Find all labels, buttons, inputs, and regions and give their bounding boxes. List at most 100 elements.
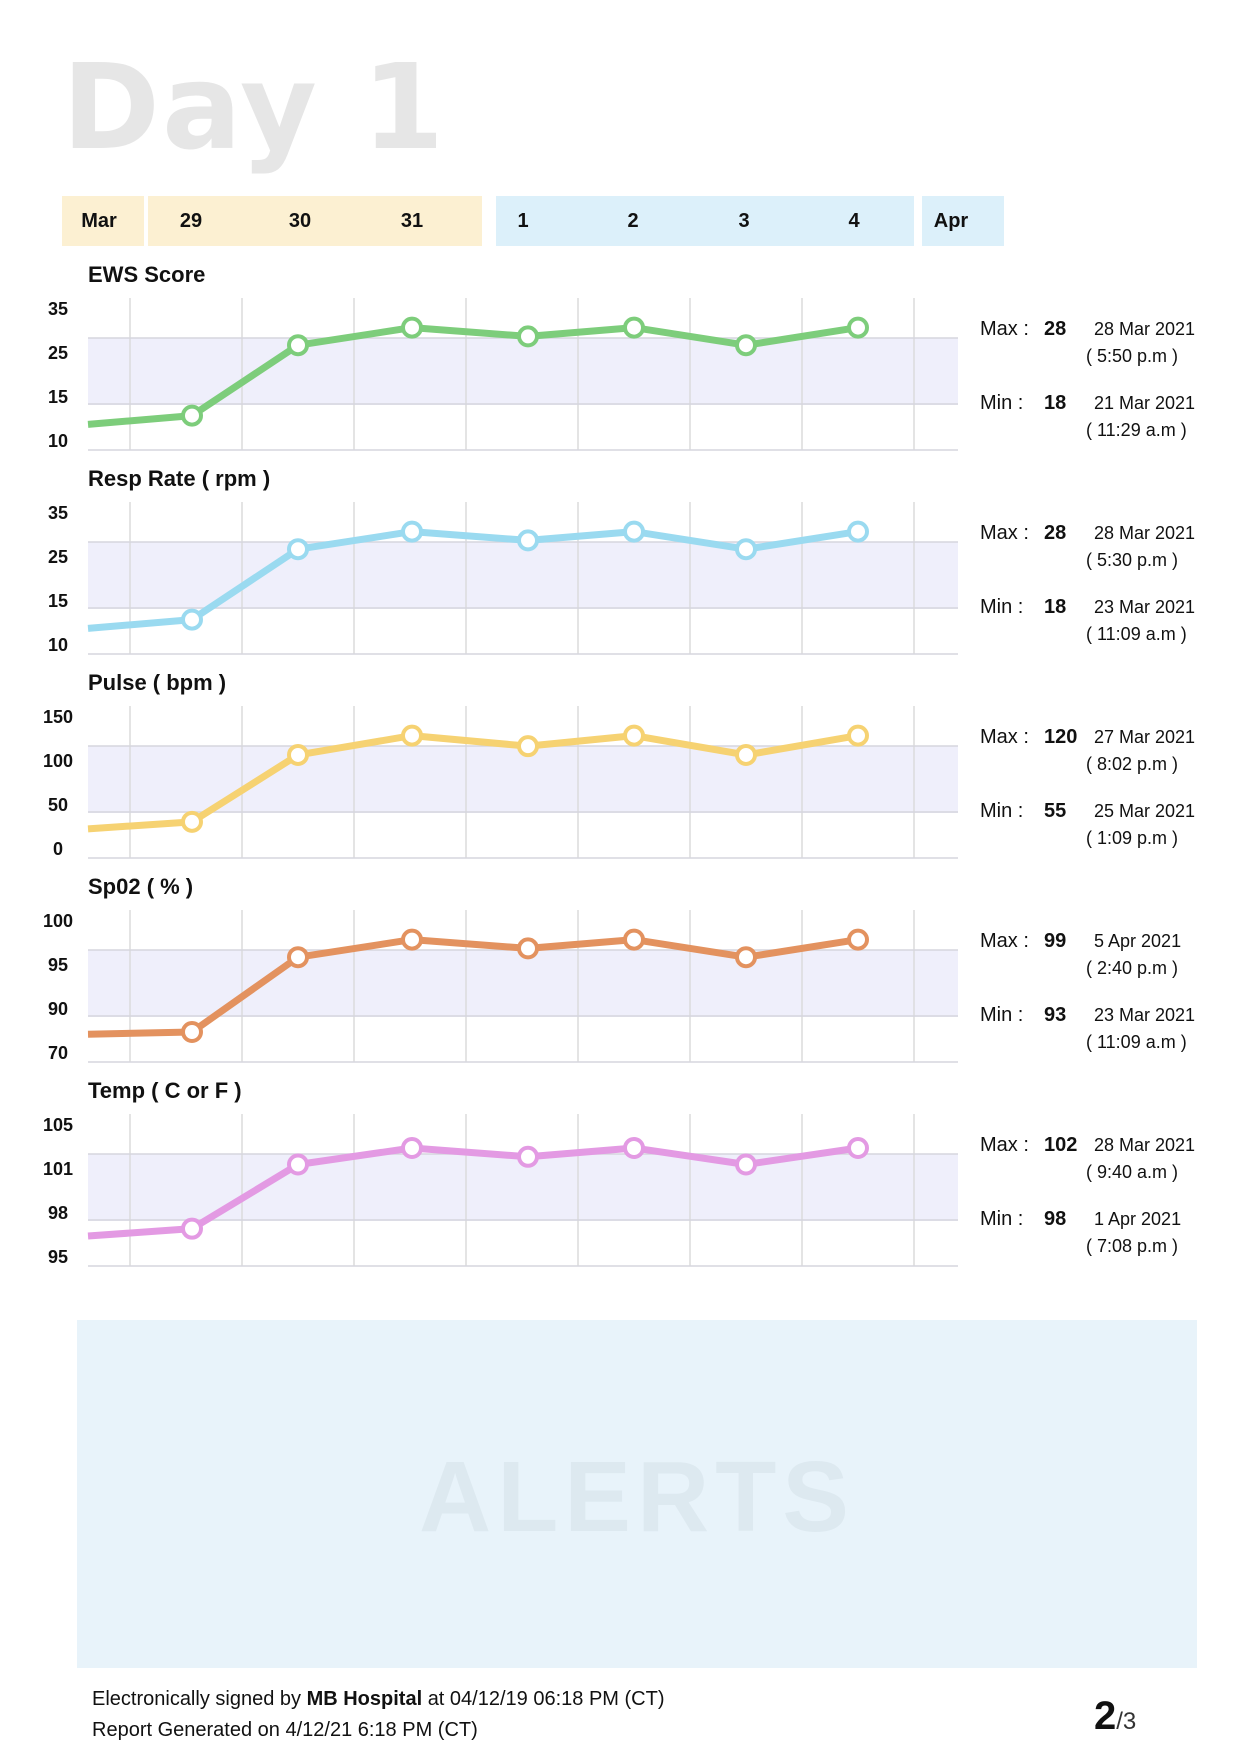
series-line xyxy=(87,936,859,1038)
chart-title: EWS Score xyxy=(88,262,206,287)
date-bar-start-month: Mar xyxy=(81,210,117,232)
max-time: ( 8:02 p.m ) xyxy=(1086,754,1179,774)
max-label: Max : xyxy=(980,1134,1029,1156)
max-value: 120 xyxy=(1044,726,1078,748)
min-stat: Min : 55 25 Mar 2021 ( 1:09 p.m ) xyxy=(980,800,1195,848)
data-point xyxy=(623,316,645,339)
data-point xyxy=(623,928,645,951)
signed-suffix: at 04/12/19 06:18 PM (CT) xyxy=(427,1688,665,1710)
max-label: Max : xyxy=(980,930,1029,952)
data-point xyxy=(181,810,203,833)
min-date: 23 Mar 2021 xyxy=(1094,1005,1196,1025)
max-date: 28 Mar 2021 xyxy=(1094,1135,1196,1155)
max-time: ( 5:30 p.m ) xyxy=(1086,550,1179,570)
max-stat: Max : 28 28 Mar 2021 ( 5:50 p.m ) xyxy=(980,318,1195,366)
data-point xyxy=(287,743,309,766)
data-point xyxy=(847,316,869,339)
normal-range-band xyxy=(88,338,958,405)
data-point xyxy=(401,1137,423,1159)
min-label: Min : xyxy=(980,1208,1024,1230)
chart-title: Pulse ( bpm ) xyxy=(88,670,227,695)
data-point xyxy=(401,724,423,747)
date-bar-march-label-bg xyxy=(62,196,144,246)
y-tick-label: 90 xyxy=(47,999,69,1019)
data-point xyxy=(181,608,203,631)
vital-chart-panel: Resp Rate ( rpm ) 35 25 15 10 Max : 28 28 Mar 2… xyxy=(0,466,1240,666)
data-point xyxy=(735,538,757,561)
date-bar-end-month: Apr xyxy=(933,210,969,232)
y-tick-label: 100 xyxy=(42,751,74,771)
y-tick-label: 10 xyxy=(47,431,69,451)
signed-by: MB Hospital xyxy=(306,1688,423,1710)
chart-title: Resp Rate ( rpm ) xyxy=(88,466,271,491)
report-generated: Report Generated on 4/12/21 6:18 PM (CT) xyxy=(92,1719,478,1741)
max-time: ( 9:40 a.m ) xyxy=(1086,1162,1179,1182)
min-date: 23 Mar 2021 xyxy=(1094,597,1196,617)
min-value: 98 xyxy=(1044,1208,1067,1230)
y-tick-label: 95 xyxy=(47,1247,69,1267)
min-time: ( 11:29 a.m ) xyxy=(1086,420,1187,440)
y-tick-label: 95 xyxy=(47,955,69,975)
data-point xyxy=(735,743,757,766)
line-chart xyxy=(87,298,958,451)
footer: Electronically signed by MB Hospital at … xyxy=(92,1684,664,1746)
min-value: 18 xyxy=(1044,596,1067,618)
min-label: Min : xyxy=(980,1004,1024,1026)
data-point xyxy=(517,1145,539,1168)
min-label: Min : xyxy=(980,392,1024,414)
y-tick-label: 0 xyxy=(52,839,63,859)
max-value: 102 xyxy=(1044,1134,1078,1156)
max-time: ( 2:40 p.m ) xyxy=(1086,958,1179,978)
y-tick-label: 25 xyxy=(47,547,69,567)
max-value: 99 xyxy=(1044,930,1067,952)
date-bar-march-days-bg xyxy=(148,196,482,246)
data-point xyxy=(623,724,645,747)
vital-chart-panel: Sp02 ( % ) 100 95 90 70 Max : 99 5 Apr 2021 ( 2:… xyxy=(0,874,1240,1074)
y-tick-label: 35 xyxy=(47,503,69,523)
normal-range-band xyxy=(88,746,958,813)
data-point xyxy=(623,1137,645,1159)
y-tick-label: 35 xyxy=(47,299,69,319)
data-point xyxy=(287,538,309,561)
min-value: 18 xyxy=(1044,392,1067,414)
data-point xyxy=(623,520,645,543)
data-point xyxy=(181,404,203,427)
date-bar-day: 1 xyxy=(517,210,529,232)
min-label: Min : xyxy=(980,800,1024,822)
date-bar-day: 3 xyxy=(738,210,750,232)
line-chart xyxy=(87,502,958,655)
series-line xyxy=(87,528,859,632)
page-total: /3 xyxy=(1116,1708,1137,1735)
y-tick-label: 10 xyxy=(47,635,69,655)
min-time: ( 11:09 a.m ) xyxy=(1086,1032,1187,1052)
y-tick-label: 25 xyxy=(47,343,69,363)
min-date: 21 Mar 2021 xyxy=(1094,393,1196,413)
y-tick-label: 50 xyxy=(47,795,69,815)
min-value: 93 xyxy=(1044,1004,1067,1026)
data-point xyxy=(847,928,869,951)
data-point xyxy=(847,724,869,747)
signature-line: Electronically signed by MB Hospital at … xyxy=(92,1684,664,1715)
min-time: ( 7:08 p.m ) xyxy=(1086,1236,1179,1256)
page-number: 2/3 xyxy=(1094,1694,1136,1739)
series-line xyxy=(87,1144,859,1240)
vital-chart-panel: EWS Score 35 25 15 10 Max : 28 28 Mar 2021 ( 5:5… xyxy=(0,262,1240,462)
data-point xyxy=(181,1021,203,1043)
normal-range-band xyxy=(88,950,958,1017)
min-date: 1 Apr 2021 xyxy=(1094,1209,1182,1229)
data-point xyxy=(181,1217,203,1240)
max-stat: Max : 28 28 Mar 2021 ( 5:30 p.m ) xyxy=(980,522,1195,570)
data-point xyxy=(401,928,423,951)
date-bar-day: 2 xyxy=(627,210,639,232)
page-title: Day 1 xyxy=(62,38,447,176)
data-point xyxy=(517,735,539,758)
vital-chart-panel: Pulse ( bpm ) 150 100 50 0 Max : 120 27 Mar 202… xyxy=(0,670,1240,870)
data-point xyxy=(735,334,757,357)
min-time: ( 1:09 p.m ) xyxy=(1086,828,1179,848)
data-point xyxy=(735,946,757,969)
date-bar-day: 29 xyxy=(179,210,203,232)
min-value: 55 xyxy=(1044,800,1067,822)
page-current: 2 xyxy=(1094,1694,1117,1738)
y-tick-label: 15 xyxy=(47,387,69,407)
max-time: ( 5:50 p.m ) xyxy=(1086,346,1179,366)
